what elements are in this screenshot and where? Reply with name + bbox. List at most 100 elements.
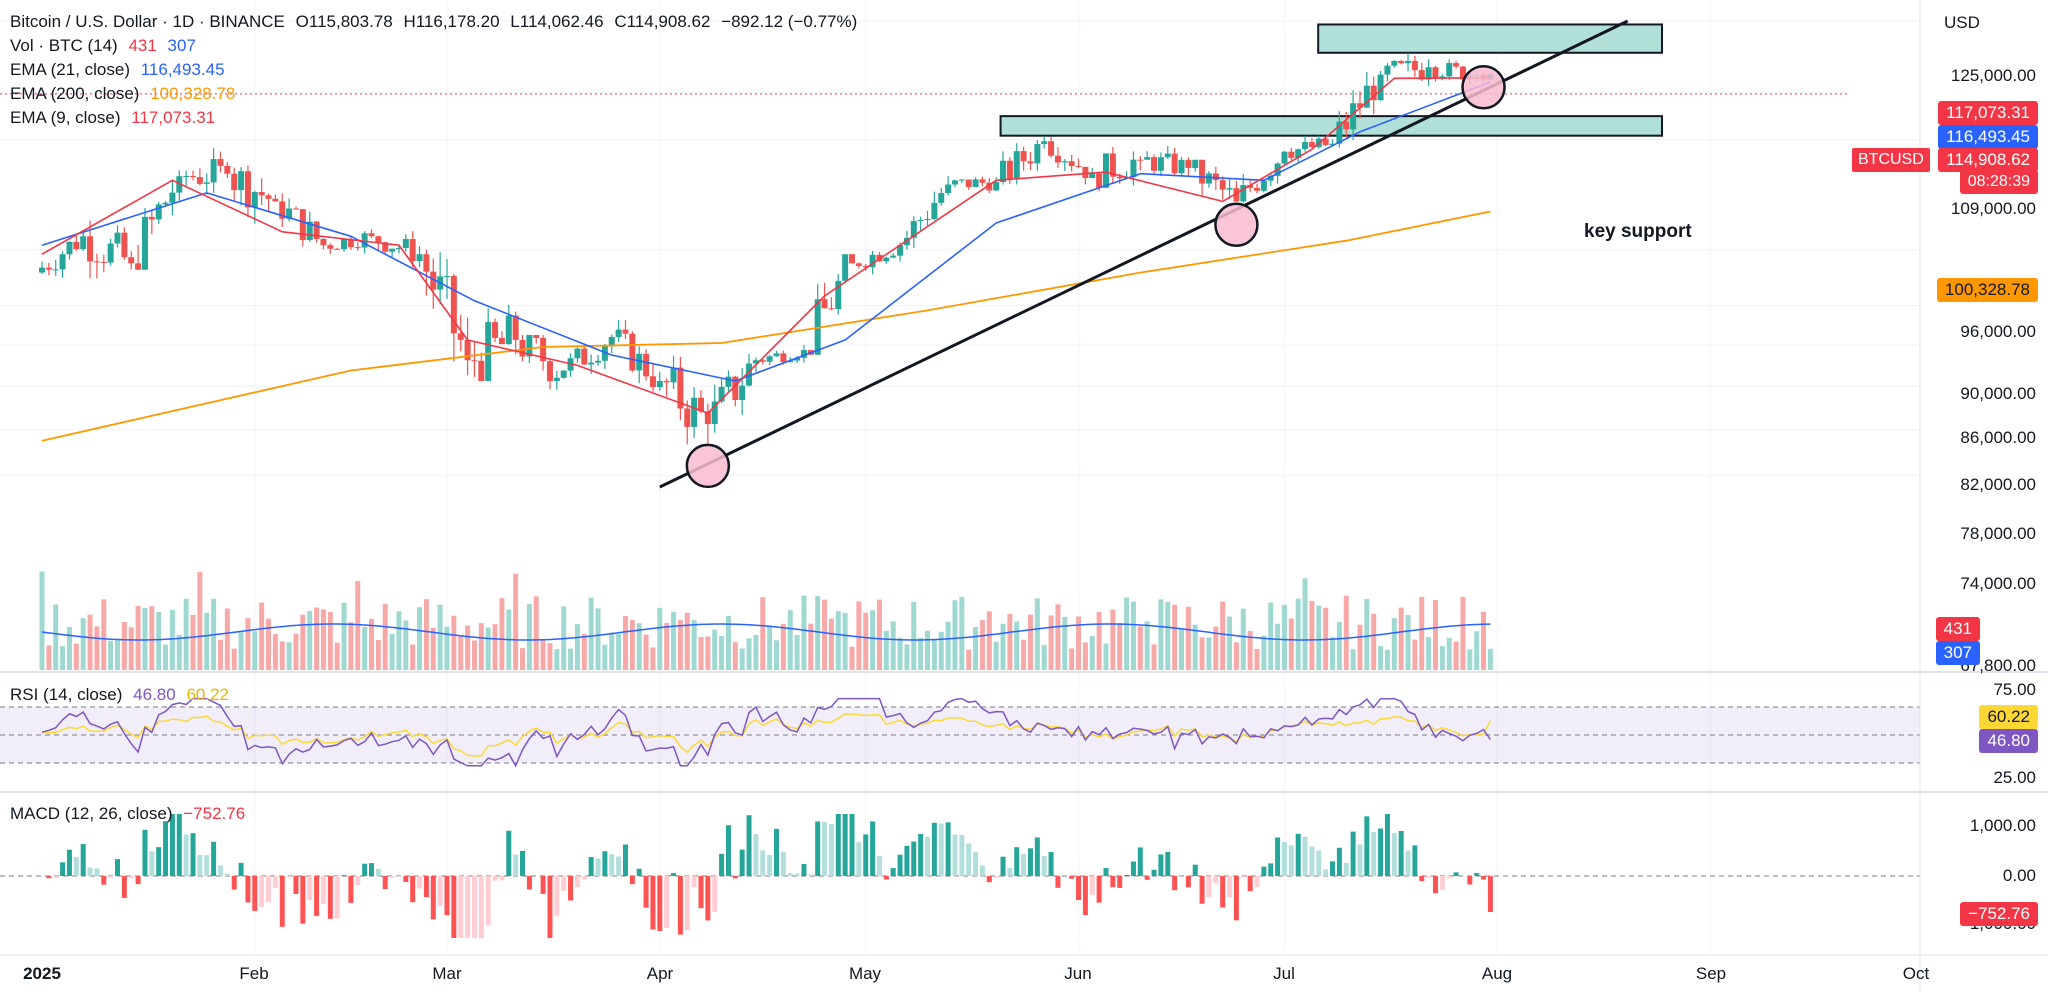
candle-body — [759, 360, 766, 362]
ema9-legend[interactable]: EMA (9, close) 117,073.31 — [10, 106, 221, 130]
time-axis-label: Apr — [646, 964, 674, 983]
candle-body — [107, 243, 114, 263]
macd-histogram-bar — [1261, 866, 1267, 876]
volume-bar — [458, 636, 464, 670]
time-axis-label: Feb — [239, 964, 269, 983]
macd-histogram-bar — [314, 876, 320, 916]
macd-histogram-bar — [602, 851, 608, 876]
volume-value-2: 307 — [167, 36, 196, 55]
volume-bar — [657, 607, 663, 670]
macd-histogram-bar — [478, 876, 484, 938]
volume-bar — [1233, 642, 1239, 670]
volume-bar — [1076, 616, 1082, 670]
candle-body — [951, 180, 958, 185]
volume-bar — [1330, 637, 1336, 670]
ema21-legend[interactable]: EMA (21, close) 116,493.45 — [10, 58, 231, 82]
macd-histogram-bar — [163, 821, 169, 876]
macd-histogram-bar — [60, 862, 66, 876]
currency-button[interactable]: USD — [1944, 13, 1980, 32]
candle-body — [855, 263, 862, 266]
ohlc-low: L114,062.46 — [510, 12, 604, 31]
macd-tag: −752.76 — [1960, 902, 2038, 926]
macd-histogram-bar — [1240, 876, 1246, 878]
ema200-legend[interactable]: EMA (200, close) 100,328.78 — [10, 82, 241, 106]
volume-bar — [1110, 609, 1116, 670]
volume-bar — [849, 646, 855, 670]
candle-body — [945, 184, 952, 194]
volume-bar — [204, 612, 210, 670]
macd-histogram-bar — [1206, 876, 1212, 897]
volume-bar — [1027, 614, 1033, 670]
macd-histogram-bar — [410, 876, 416, 903]
volume-bar — [1419, 597, 1425, 670]
volume-bar — [1069, 648, 1075, 670]
volume-legend[interactable]: Vol · BTC (14) 431 307 — [10, 34, 202, 58]
candle-body — [1109, 153, 1116, 177]
volume-bar — [1343, 595, 1349, 670]
macd-histogram-bar — [1432, 876, 1438, 894]
macd-histogram-bar — [465, 876, 471, 938]
volume-bar — [1268, 602, 1274, 670]
time-axis-label: Jun — [1064, 964, 1092, 983]
rsi-legend[interactable]: RSI (14, close) 46.80 60.22 — [10, 683, 235, 707]
candle-body — [148, 216, 155, 220]
macd-histogram-bar — [712, 876, 718, 912]
macd-histogram-bar — [1151, 869, 1157, 876]
macd-histogram-bar — [526, 876, 532, 890]
candle-body — [1048, 141, 1055, 156]
macd-histogram-bar — [643, 876, 649, 908]
macd-histogram-bar — [1288, 845, 1294, 876]
candle-body — [258, 192, 265, 196]
volume-bar — [856, 601, 862, 670]
candle-body — [1116, 176, 1123, 179]
macd-histogram-bar — [801, 863, 807, 876]
macd-histogram-bar — [1069, 876, 1075, 879]
volume-bar — [753, 635, 759, 670]
volume-bar — [870, 610, 876, 670]
volume-bar — [272, 633, 278, 670]
price-axis-label: 109,000.00 — [1950, 199, 2036, 218]
macd-axis-label: 0.00 — [2002, 866, 2036, 885]
time-axis-label: Oct — [1902, 964, 1930, 983]
macd-histogram-bar — [897, 854, 903, 876]
volume-bar — [554, 649, 560, 670]
macd-histogram-bar — [581, 876, 587, 880]
volume-bar — [382, 603, 388, 670]
candle-body — [615, 329, 622, 337]
volume-bar — [835, 610, 841, 670]
candle-body — [265, 195, 272, 199]
candle-body — [286, 208, 293, 219]
volume-bar — [334, 642, 340, 670]
macd-axis-label: 1,000.00 — [1969, 816, 2036, 835]
macd-histogram-bar — [513, 854, 519, 876]
candle-body — [1013, 151, 1020, 180]
macd-histogram-bar — [169, 814, 175, 876]
macd-histogram-bar — [822, 821, 828, 876]
macd-histogram-bar — [1220, 876, 1226, 908]
volume-bar — [705, 636, 711, 670]
volume-bar — [1144, 621, 1150, 670]
macd-histogram-bar — [1487, 876, 1493, 912]
candle-body — [498, 337, 505, 345]
macd-histogram-bar — [320, 876, 326, 904]
macd-histogram-bar — [176, 814, 182, 876]
candle-body — [800, 350, 807, 358]
macd-histogram-bar — [1041, 855, 1047, 876]
macd-legend[interactable]: MACD (12, 26, close) −752.76 — [10, 802, 251, 826]
candle-body — [608, 336, 615, 347]
candle-body — [601, 346, 608, 361]
macd-histogram-bar — [870, 821, 876, 876]
time-axis-label: Jul — [1273, 964, 1295, 983]
macd-histogram-bar — [300, 876, 306, 924]
candle-body — [347, 239, 354, 248]
macd-histogram-bar — [121, 876, 127, 898]
macd-histogram-bar — [1474, 873, 1480, 876]
macd-histogram-bar — [609, 854, 615, 876]
macd-histogram-bar — [719, 853, 725, 876]
volume-bar — [636, 623, 642, 670]
candle-body — [697, 397, 704, 412]
candle-body — [190, 175, 197, 178]
volume-bar — [931, 639, 937, 670]
volume-bar — [664, 622, 670, 670]
